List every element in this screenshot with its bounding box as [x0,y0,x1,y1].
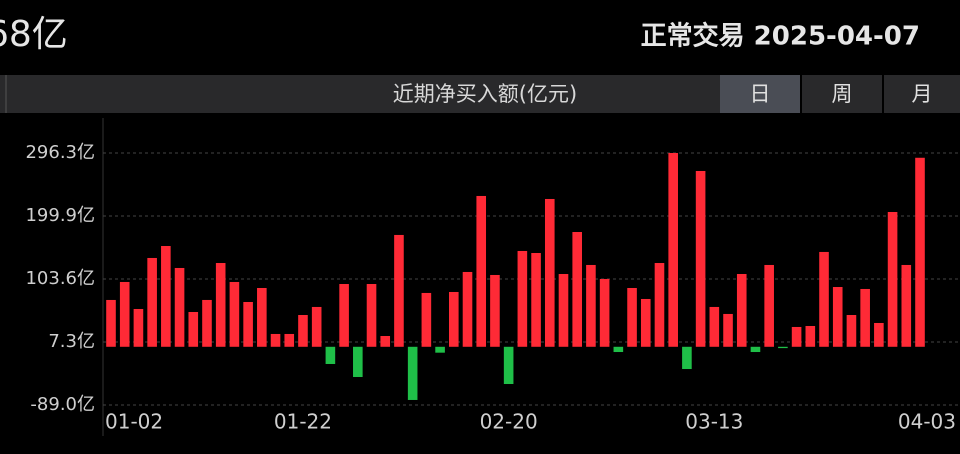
bar [531,253,541,347]
bar [448,291,459,347]
plot: 296.3亿 199.9亿 103.6亿 7.3亿 -89.0亿 01-02 01-22 02… [25,142,960,434]
x-tick-label: 01-02 [105,410,163,434]
bar [339,284,349,347]
bar [353,346,363,378]
bar [572,232,583,347]
bar [147,257,157,347]
bar [654,263,665,347]
x-tick-label: 03-13 [685,410,743,434]
bar [723,313,733,347]
bar [778,346,788,349]
bar [860,288,870,347]
bar [188,311,199,347]
bar [366,284,377,347]
tabs: 日周月 [720,75,960,113]
bar [284,333,295,347]
bar [517,250,528,347]
bar [202,299,212,347]
bar [668,153,678,347]
bar [133,308,144,347]
x-tick-label: 01-22 [274,410,332,434]
bar [915,157,925,347]
tab-label[interactable]: 周 [832,82,853,106]
bar [613,346,624,353]
status: 正常交易 2025-04-07 [641,21,920,52]
bar [764,264,774,347]
bar [435,346,445,353]
bar [901,264,912,347]
chart-title: 近期净买入额(亿元) [393,82,577,106]
bar [736,273,747,347]
bar [791,326,802,347]
bar [311,306,322,347]
y-tick-label: 296.3亿 [25,142,95,163]
bar [229,281,240,347]
bar [709,306,720,347]
tab[interactable] [884,75,960,113]
bar [215,263,226,347]
bar [476,195,487,347]
bar [627,287,637,347]
bar [119,281,130,347]
bar [599,278,610,347]
bar [257,287,267,347]
tab[interactable] [720,75,800,113]
bar [887,211,898,347]
tab-label[interactable]: 日 [750,82,771,106]
y-tick-label: 103.6亿 [25,268,95,289]
amount: 68亿 [0,14,68,55]
bar [846,315,857,347]
bar [503,346,514,385]
bar [558,273,569,347]
bar [832,287,843,347]
bar [161,246,171,347]
bar [243,301,253,347]
bar [270,333,281,347]
bar [874,322,884,347]
tab-label[interactable]: 月 [912,82,933,106]
bar [380,335,391,347]
bar [640,298,651,347]
bar [586,264,596,347]
y-tick-label: -89.0亿 [30,394,95,415]
y-tick-label: 7.3亿 [48,331,95,352]
tab[interactable] [802,75,882,113]
bar [805,325,816,347]
bar [325,346,336,364]
y-tick-label: 199.9亿 [25,205,95,226]
bar [174,267,185,347]
x-tick-label: 02-20 [480,410,538,434]
bar [394,234,404,347]
bar [682,346,692,370]
bar [407,346,418,400]
bar [750,346,761,353]
bar [421,292,432,347]
bar [462,271,473,347]
bar [490,274,500,347]
x-tick-label: 04-03 [898,410,956,434]
bar [544,198,555,347]
bar [106,299,116,347]
bar [298,315,308,347]
bar [819,251,829,347]
bar [695,170,706,347]
